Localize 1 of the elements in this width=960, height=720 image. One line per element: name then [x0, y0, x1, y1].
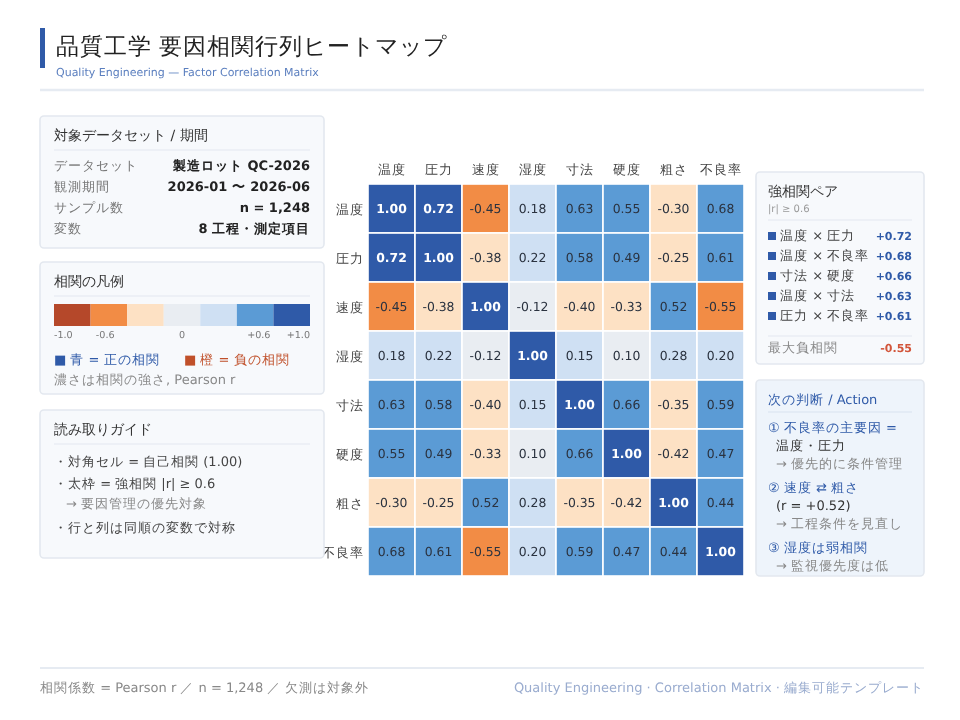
chart-title: 品質工学 要因相関行列ヒートマップ — [56, 32, 450, 60]
